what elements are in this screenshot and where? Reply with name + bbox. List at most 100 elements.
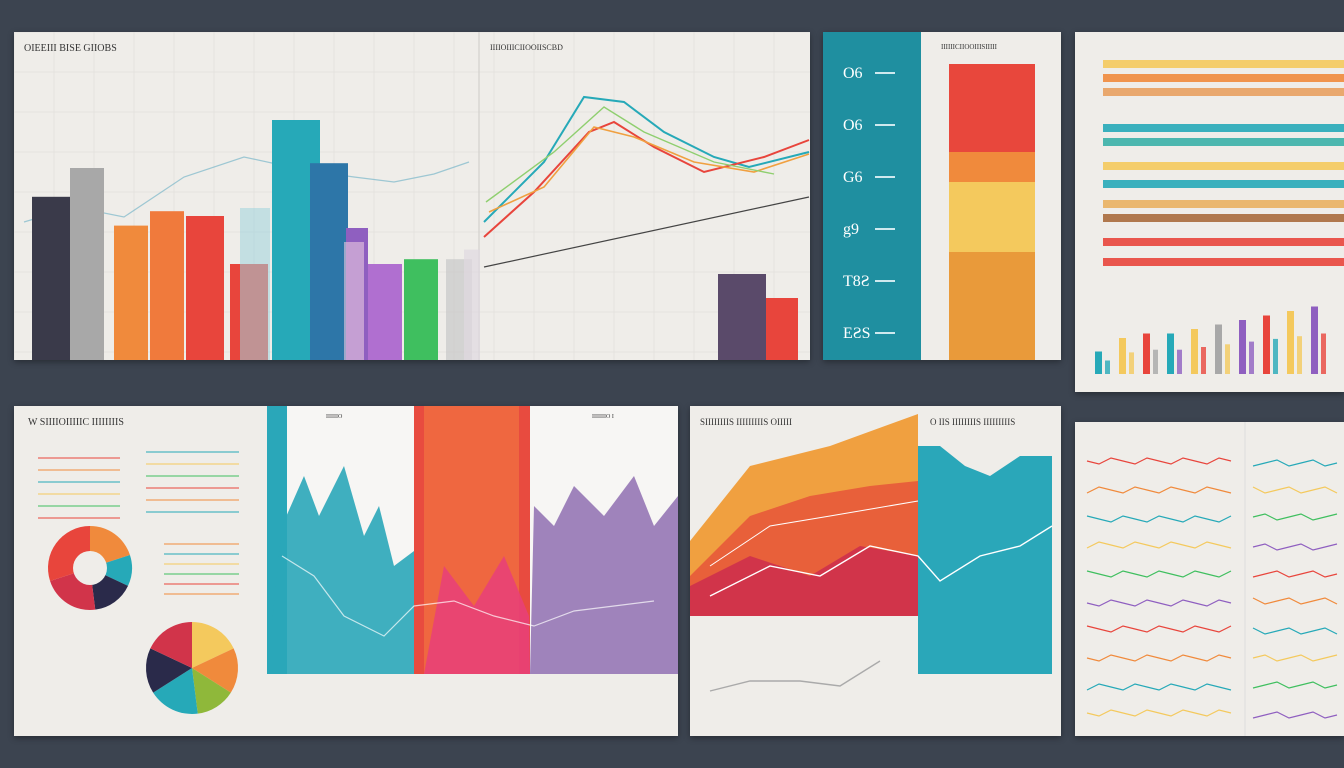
mini-col-4: [1167, 333, 1174, 374]
column-segment-orange: [949, 152, 1035, 182]
hbar-3: [1103, 88, 1344, 96]
card5-title: SIIIIIIIIS IIIIIIIIIS OIIIII: [700, 417, 792, 427]
sparkline-right-3: [1252, 513, 1338, 521]
horizontal-bar-card: [1075, 32, 1344, 392]
bar-chart-canvas: [14, 32, 810, 360]
mini-col-b-9: [1297, 336, 1302, 374]
side-label-3: G6: [843, 169, 863, 186]
card1-title: OIEEIII BISE GIIOBS: [24, 43, 117, 54]
mini-col-10: [1311, 306, 1318, 374]
line-red: [483, 120, 810, 238]
mini-col-6: [1215, 324, 1222, 374]
sparkline-right-4: [1252, 543, 1338, 551]
bar-ghost-1: [240, 208, 270, 360]
mini-col-3: [1143, 333, 1150, 374]
bar-4: [150, 211, 184, 360]
bar-ghost-2: [344, 242, 364, 360]
sparkline-left-9: [1086, 683, 1232, 691]
bar-chart-card: OIEEIII BISE GIIOBS IIIIOIIICIIOOIISCBD: [14, 32, 810, 360]
bar-1: [32, 196, 70, 360]
hbar-7: [1103, 180, 1344, 188]
horizontal-bar-canvas: [1095, 60, 1344, 374]
pie2-slice-2: [192, 648, 238, 693]
sparkline-right-5: [1252, 570, 1338, 578]
card1-subtitle: IIIIOIIICIIOOIISCBD: [490, 43, 563, 52]
line-teal: [483, 95, 810, 223]
pie2-slice-1: [192, 622, 234, 668]
hbar-5: [1103, 138, 1344, 146]
line-white-2: [709, 500, 919, 567]
mini-col-b-4: [1177, 349, 1182, 374]
side-label-4: g9: [843, 221, 859, 238]
pie-area-canvas: [38, 406, 678, 714]
side-label-tick-2: [875, 124, 895, 126]
hbar-6: [1103, 162, 1344, 170]
bar-11: [404, 259, 438, 360]
sparkline-left-4: [1086, 541, 1232, 549]
mini-col-b-6: [1225, 344, 1230, 374]
area-pink: [424, 556, 530, 674]
sparkline-left-6: [1086, 599, 1232, 607]
sparkline-right-6: [1252, 597, 1338, 605]
sparkline-right-2: [1252, 486, 1338, 494]
legend-lines: [38, 451, 239, 595]
mini-col-7: [1239, 320, 1246, 374]
area-purple: [530, 476, 678, 674]
sparkline-left-3: [1086, 515, 1232, 523]
sparkline-left-8: [1086, 654, 1232, 662]
band-teal: [918, 446, 1052, 674]
mini-col-9: [1287, 311, 1294, 374]
line-series-right: [483, 95, 810, 360]
pie-area-card: W SIIIIOIIIIIC IIIIIIIIS IIIIIIO IIIIIII…: [14, 406, 678, 736]
mini-col-b-2: [1129, 352, 1134, 374]
side-label-tick-3: [875, 176, 895, 178]
pie1-hole: [73, 551, 107, 585]
layered-area-card: SIIIIIIIIS IIIIIIIIIS OIIIII O IIS IIIII…: [690, 406, 1061, 736]
bar-10: [368, 264, 402, 360]
layered-area-canvas: [690, 414, 1053, 692]
pie-chart: [146, 622, 238, 714]
side-label-1: O6: [843, 65, 863, 82]
band-crimson: [690, 546, 918, 616]
donut-chart: [47, 526, 132, 610]
bar-right-1: [718, 274, 766, 360]
sparkline-left-10: [1086, 709, 1232, 717]
bar-5: [186, 216, 224, 360]
hbar-11: [1103, 258, 1344, 266]
sparkline-right-7: [1252, 627, 1338, 635]
card4-title: W SIIIIOIIIIIC IIIIIIIIS: [28, 417, 124, 428]
sparkline-right-8: [1252, 654, 1338, 662]
sparkline-right-10: [1252, 711, 1338, 719]
sparkline-right-1: [1252, 459, 1338, 467]
hbar-4: [1103, 124, 1344, 132]
card2-title: IIIIIICIIOOIIISIIIII: [941, 43, 997, 51]
area-line: [281, 555, 655, 637]
area-teal: [267, 466, 414, 674]
sparkline-left-1: [1086, 457, 1232, 465]
bar-2: [70, 168, 104, 360]
stacked-column-card: IIIIIICIIOOIIISIIIII O6 O6 G6 g9 T8Ƨ EƧS: [823, 32, 1061, 360]
hbar-9: [1103, 214, 1344, 222]
pie1-slice-2: [90, 555, 132, 586]
mini-col-b-7: [1249, 341, 1254, 374]
sparkline-left-7: [1086, 625, 1232, 633]
horizontal-bars: [1103, 60, 1344, 266]
bar-right-2: [766, 298, 798, 360]
mini-col-2: [1119, 338, 1126, 374]
bar-13: [464, 249, 480, 360]
side-label-tick-4: [875, 228, 895, 230]
area-chart: [267, 406, 678, 674]
hbar-10: [1103, 238, 1344, 246]
mini-col-b-3: [1153, 349, 1158, 374]
sparkline-left-5: [1086, 570, 1232, 578]
card5-title-2: O IIS IIIIIIIIS IIIIIIIIIS: [930, 417, 1016, 427]
bar-8: [310, 163, 348, 360]
side-label-tick-1: [875, 72, 895, 74]
mini-col-5: [1191, 329, 1198, 374]
mini-column-series: [1095, 306, 1326, 374]
side-label-5: T8Ƨ: [843, 273, 870, 290]
column-segment-amber: [949, 252, 1035, 360]
side-label-2: O6: [843, 117, 863, 134]
line-white-1: [709, 525, 1053, 597]
pie2-slice-5: [146, 648, 192, 693]
